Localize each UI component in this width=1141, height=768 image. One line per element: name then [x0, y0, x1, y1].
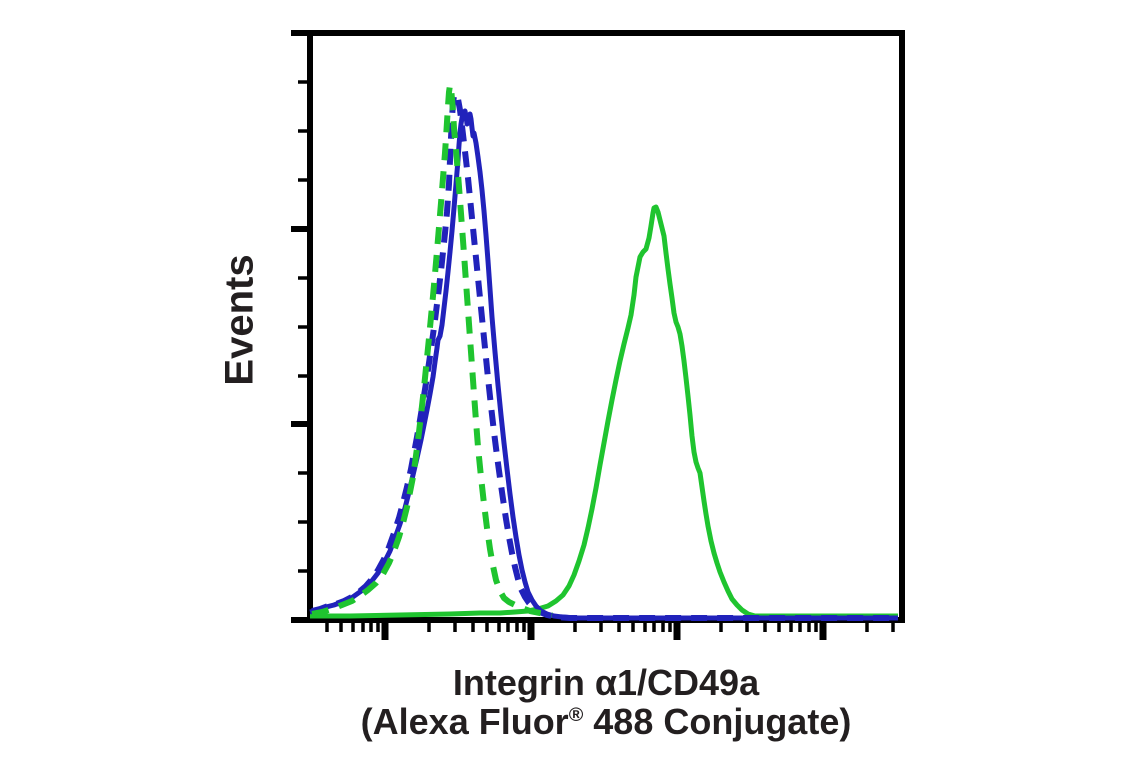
x-axis-title-line2: (Alexa Fluor® 488 Conjugate) — [310, 703, 902, 741]
histogram-curves — [309, 82, 898, 621]
x-axis-title-line1: Integrin α1/CD49a — [452, 662, 760, 703]
curve-blue-dashed — [311, 91, 898, 621]
title-line2-post: 488 Conjugate) — [583, 701, 852, 742]
y-axis-label: Events — [217, 254, 262, 386]
title-line2-pre: (Alexa Fluor — [360, 701, 569, 742]
y-axis-ticks — [291, 30, 307, 623]
curve-green-dashed — [311, 82, 553, 618]
registered-trademark-symbol: ® — [568, 704, 584, 726]
x-axis-ticks — [325, 623, 895, 640]
curve-green-solid — [310, 204, 898, 619]
